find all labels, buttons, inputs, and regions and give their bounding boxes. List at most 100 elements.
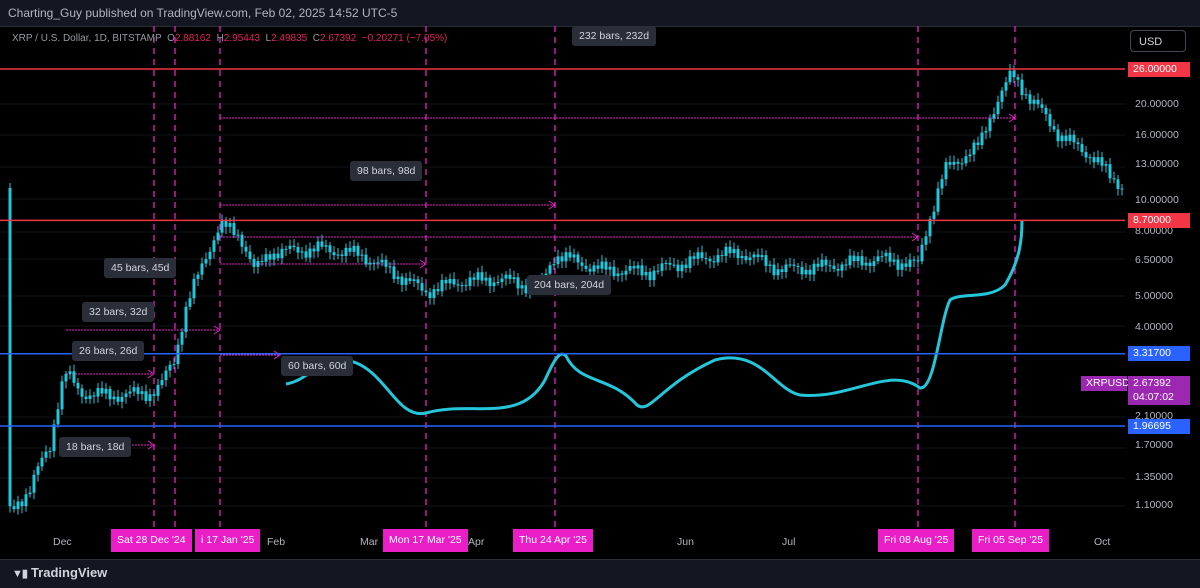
candle <box>252 254 256 274</box>
candle <box>392 259 396 284</box>
candle <box>776 262 780 280</box>
time-tick: Feb <box>267 536 286 548</box>
candle <box>596 259 600 274</box>
candle <box>828 260 832 272</box>
candle <box>208 247 212 266</box>
candle <box>1004 76 1008 97</box>
candle <box>720 250 724 263</box>
candle <box>568 245 572 262</box>
bar-range-label: 26 bars, 26d <box>72 341 145 361</box>
candle <box>492 276 496 292</box>
candle <box>324 239 328 253</box>
price-tick: 5.00000 <box>1135 289 1173 302</box>
candle <box>1008 64 1012 86</box>
price-tick: 8.00000 <box>1135 224 1173 237</box>
candle <box>1092 151 1096 169</box>
currency-button[interactable]: USD <box>1130 30 1186 52</box>
candle <box>860 249 864 270</box>
candlestick-series <box>8 64 1124 515</box>
date-marker-tag: i 17 Jan '25 <box>195 529 261 552</box>
candle <box>792 258 796 272</box>
candle <box>456 279 460 292</box>
candle <box>800 261 804 280</box>
candle <box>408 271 412 284</box>
candle <box>524 278 528 297</box>
candle <box>240 231 244 254</box>
candle <box>1068 128 1072 146</box>
candle <box>812 259 816 282</box>
candle <box>44 445 48 463</box>
last-price-value: 2.67392 <box>1128 376 1190 391</box>
open-label: O <box>167 33 175 44</box>
time-tick: Oct <box>1094 536 1111 548</box>
candle <box>180 328 184 352</box>
close-label: C <box>312 33 321 44</box>
candle <box>852 250 856 268</box>
time-tick: Apr <box>468 536 485 548</box>
candle <box>1000 87 1004 109</box>
candle <box>1012 65 1016 84</box>
candle <box>1032 95 1036 111</box>
candle <box>152 391 156 403</box>
price-tick: 1.35000 <box>1135 471 1173 484</box>
candle <box>124 389 128 404</box>
candle <box>272 248 276 266</box>
date-marker-tag: Fri 08 Aug '25 <box>878 529 955 552</box>
candle <box>968 149 972 163</box>
bar-range-label: 60 bars, 60d <box>281 356 354 376</box>
candle <box>1096 150 1100 166</box>
time-tick: Dec <box>53 536 72 548</box>
price-tick: 10.00000 <box>1135 194 1179 207</box>
candle <box>496 275 500 286</box>
change-value: −0.20271 (−7.05%) <box>361 33 448 44</box>
candle <box>1116 175 1120 196</box>
candle <box>660 257 664 277</box>
candle <box>1056 124 1060 148</box>
candle <box>388 261 392 274</box>
candle <box>84 390 88 404</box>
candle <box>216 226 220 245</box>
candle <box>736 245 740 265</box>
candle <box>104 383 108 400</box>
price-chart[interactable] <box>0 26 1200 559</box>
candle <box>108 385 112 407</box>
candle <box>248 244 252 263</box>
candle <box>1080 137 1084 157</box>
candle <box>884 249 888 264</box>
candle <box>672 257 676 269</box>
candle <box>964 149 968 167</box>
candle <box>696 247 700 266</box>
candle <box>956 158 960 171</box>
candle <box>780 265 784 279</box>
candle <box>552 257 556 271</box>
candle <box>368 257 372 271</box>
candle <box>48 447 52 459</box>
candle <box>1088 153 1092 165</box>
price-tick: 4.00000 <box>1135 320 1173 333</box>
candle <box>396 270 400 285</box>
candle <box>484 271 488 286</box>
candle <box>136 383 140 401</box>
candle <box>28 485 32 498</box>
candle <box>608 261 612 277</box>
candle <box>668 257 672 271</box>
date-marker-tag: Sat 28 Dec '24 <box>111 529 192 552</box>
candle <box>664 260 668 271</box>
level-price-tag: 8.70000 <box>1128 212 1190 228</box>
candle <box>444 276 448 291</box>
bar-range-label: 32 bars, 32d <box>82 302 155 322</box>
candle <box>1016 73 1020 87</box>
candle <box>836 263 840 277</box>
bar-range-label: 18 bars, 18d <box>59 437 132 457</box>
candle <box>728 240 732 258</box>
tradingview-logo[interactable]: ▼▮ TradingView <box>12 565 107 580</box>
candle <box>20 498 24 514</box>
candle <box>204 252 208 268</box>
candle <box>516 273 520 296</box>
candle <box>920 237 924 265</box>
bar-range-label: 232 bars, 232d <box>572 26 657 46</box>
candle <box>1036 93 1040 109</box>
candle <box>480 265 484 285</box>
candle <box>400 273 404 292</box>
candle <box>880 250 884 263</box>
